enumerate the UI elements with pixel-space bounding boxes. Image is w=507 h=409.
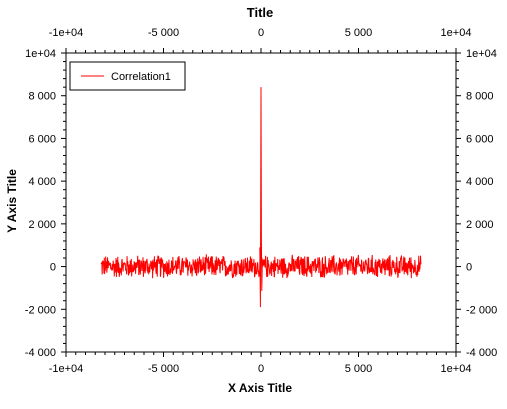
- x-tick-label-bottom: 5 000: [345, 363, 373, 375]
- y-tick-label-right: 2 000: [466, 219, 494, 231]
- y-tick-label-left: 6 000: [28, 133, 56, 145]
- y-tick-label-right: -2 000: [466, 304, 497, 316]
- y-tick-label-left: 1e+04: [25, 48, 56, 60]
- x-tick-label-bottom: 0: [258, 363, 264, 375]
- y-tick-label-left: 2 000: [28, 219, 56, 231]
- chart-title: Title: [247, 5, 274, 20]
- x-tick-label-top: 0: [258, 27, 264, 39]
- y-tick-label-right: -4 000: [466, 347, 497, 359]
- x-axis-title: X Axis Title: [228, 381, 292, 395]
- y-tick-label-right: 6 000: [466, 133, 494, 145]
- x-tick-label-bottom: -5 000: [148, 363, 179, 375]
- x-tick-label-top: -5 000: [148, 27, 179, 39]
- legend: Correlation1: [69, 61, 186, 91]
- x-tick-label-top: 1e+04: [441, 27, 472, 39]
- tick-layer: [61, 48, 461, 357]
- y-tick-label-left: 8 000: [28, 91, 56, 103]
- series-layer: [100, 87, 422, 308]
- legend-label: Correlation1: [111, 71, 171, 83]
- y-tick-label-left: 4 000: [28, 176, 56, 188]
- label-layer: -1e+04 -1e+04 -5 000 -5 000 0 0 5 000 5 000 1e+0…: [25, 27, 497, 375]
- y-tick-label-left: -4 000: [25, 347, 56, 359]
- y-axis-title: Y Axis Title: [5, 169, 19, 233]
- x-tick-label-top: -1e+04: [49, 27, 84, 39]
- y-tick-label-left: -2 000: [25, 304, 56, 316]
- x-tick-label-bottom: 1e+04: [441, 363, 472, 375]
- y-tick-label-right: 8 000: [466, 91, 494, 103]
- y-tick-label-left: 0: [50, 262, 56, 274]
- series-line-correlation1: [100, 87, 422, 308]
- y-tick-label-right: 4 000: [466, 176, 494, 188]
- y-tick-label-right: 0: [466, 262, 472, 274]
- x-tick-label-bottom: -1e+04: [49, 363, 84, 375]
- x-tick-label-top: 5 000: [345, 27, 373, 39]
- y-tick-label-right: 1e+04: [466, 48, 497, 60]
